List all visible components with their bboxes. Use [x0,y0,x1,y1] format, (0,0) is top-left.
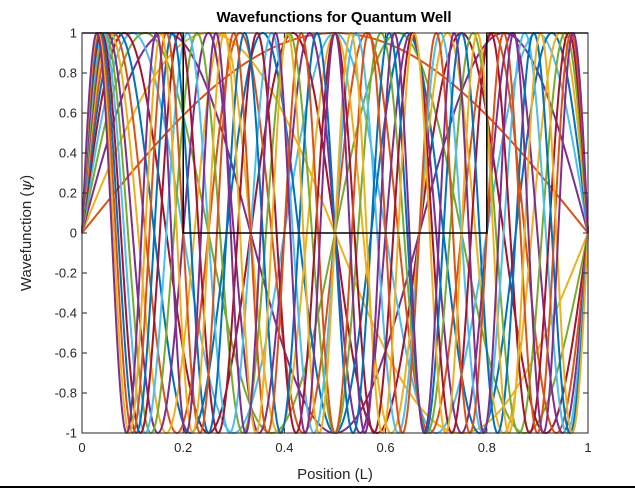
x-tick-labels: 0 0.2 0.4 0.6 0.8 1 [78,440,591,455]
y-tick-label: -0.4 [55,306,77,321]
x-tick-label: 0.4 [275,440,293,455]
chart-title: Wavefunctions for Quantum Well [216,9,451,26]
y-tick-label: 0.6 [59,106,77,121]
x-tick-label: 0.2 [174,440,192,455]
y-tick-label: 1 [70,26,77,41]
y-tick-label: -0.8 [55,386,77,401]
y-tick-labels: -1 -0.8 -0.6 -0.4 -0.2 0 0.2 0.4 0.6 0.8 1 [55,26,77,441]
axis-ticks [81,32,589,434]
y-tick-label: 0.8 [59,66,77,81]
y-tick-label: 0.2 [59,186,77,201]
y-axis-label-symbol: ψ [17,180,35,192]
x-tick-label: 0 [78,440,85,455]
y-axis-label: Wavefunction (ψ) [17,175,35,291]
y-tick-label: 0.4 [59,146,77,161]
y-tick-label: 0 [70,226,77,241]
y-tick-label: -0.6 [55,346,77,361]
y-axis-label-suffix: ) [18,175,35,180]
y-axis-label-prefix: Wavefunction ( [18,192,35,292]
window-bottom-edge [0,486,635,488]
y-tick-label: -1 [65,426,77,441]
x-tick-label: 1 [584,440,591,455]
x-axis-label: Position (L) [297,466,373,483]
y-tick-label: -0.2 [55,266,77,281]
x-tick-label: 0.8 [478,440,496,455]
x-tick-label: 0.6 [377,440,395,455]
